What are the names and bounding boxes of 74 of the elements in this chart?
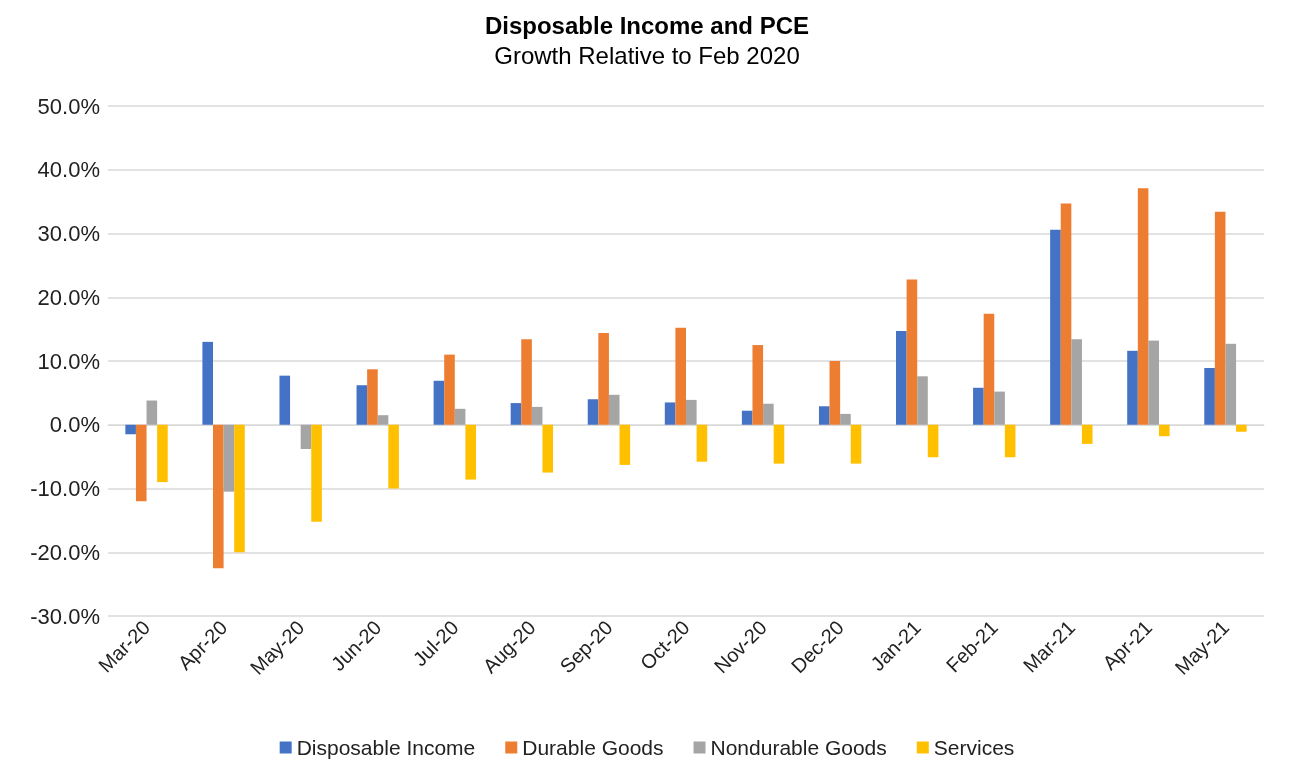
bar <box>773 424 785 464</box>
bar <box>1225 343 1237 425</box>
bar <box>818 406 830 425</box>
bar <box>1081 424 1093 444</box>
bar <box>135 424 147 502</box>
y-tick-label: 40.0% <box>37 157 100 183</box>
legend-label: Services <box>933 736 1015 759</box>
bar <box>973 387 984 425</box>
y-tick-label: 10.0% <box>37 348 100 374</box>
bar <box>157 424 168 483</box>
bar <box>927 424 939 458</box>
bar <box>521 339 532 425</box>
chart-title: Disposable Income and PCE <box>484 11 810 39</box>
bar <box>1127 350 1138 425</box>
bar <box>686 399 697 425</box>
bar <box>377 415 389 425</box>
bar <box>619 424 631 465</box>
bar <box>829 361 841 425</box>
bar <box>675 327 686 425</box>
bar <box>587 399 599 425</box>
chart-subtitle: Growth Relative to Feb 2020 <box>494 41 800 69</box>
legend-label: Durable Goods <box>522 736 664 759</box>
bar <box>696 424 708 462</box>
bar <box>279 375 291 425</box>
bar <box>763 403 774 425</box>
bar <box>1050 229 1061 425</box>
bar <box>367 369 378 425</box>
bar <box>994 391 1005 425</box>
bar <box>388 424 399 489</box>
bar <box>1071 339 1082 425</box>
bar <box>917 376 928 425</box>
legend-label: Nondurable Goods <box>710 736 887 759</box>
bar <box>146 400 158 425</box>
bar <box>234 424 245 553</box>
bar <box>1004 424 1016 458</box>
bar <box>454 408 466 425</box>
bar <box>598 332 609 425</box>
bar <box>356 385 368 425</box>
y-tick-label: -20.0% <box>30 539 100 565</box>
y-tick-label: -30.0% <box>30 603 100 629</box>
bar <box>983 313 995 425</box>
bar <box>1214 211 1226 425</box>
bar <box>1137 188 1149 425</box>
y-tick-label: 0.0% <box>49 412 100 438</box>
bar <box>1148 340 1159 425</box>
bar <box>531 406 543 425</box>
bar <box>223 424 235 492</box>
bar <box>1060 203 1072 425</box>
bar <box>542 424 554 473</box>
bar <box>465 424 476 480</box>
bar <box>752 345 764 425</box>
bar <box>1204 368 1215 425</box>
bar <box>311 424 322 522</box>
y-tick-label: 50.0% <box>37 93 100 119</box>
bar <box>213 424 224 569</box>
bar <box>510 403 522 425</box>
bar <box>444 354 455 425</box>
y-tick-label: 20.0% <box>37 284 100 310</box>
bar <box>850 424 862 464</box>
legend-label: Disposable Income <box>296 736 476 759</box>
bar <box>741 410 753 425</box>
bar <box>125 424 136 435</box>
bar <box>664 402 676 425</box>
bar <box>1159 424 1170 437</box>
bar <box>608 394 620 425</box>
bar <box>202 341 213 425</box>
y-tick-label: -10.0% <box>30 476 100 501</box>
y-tick-label: 30.0% <box>37 221 100 246</box>
bar <box>896 331 907 425</box>
bar <box>840 413 851 425</box>
bar <box>300 424 312 449</box>
bar <box>906 279 918 425</box>
bar <box>433 380 445 425</box>
bar <box>1236 424 1247 432</box>
